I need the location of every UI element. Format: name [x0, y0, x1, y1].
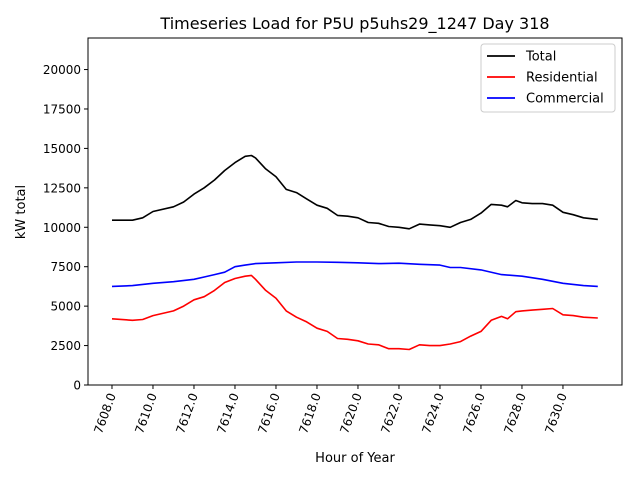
x-tick-label: 7616.0: [255, 391, 283, 435]
x-tick-label: 7624.0: [419, 391, 447, 435]
y-tick-label: 15000: [43, 142, 81, 156]
y-tick-label: 0: [73, 379, 81, 393]
y-tick-label: 10000: [43, 221, 81, 235]
x-tick-label: 7612.0: [173, 391, 201, 435]
axes-frame: [87, 37, 623, 386]
y-tick-label: 7500: [50, 260, 81, 274]
y-tick-label: 17500: [43, 102, 81, 116]
y-axis-label: kW total: [14, 185, 29, 239]
y-tick-label: 5000: [50, 300, 81, 314]
x-tick-label: 7628.0: [501, 391, 529, 435]
y-tick-label: 20000: [43, 63, 81, 77]
x-axis: 7608.0 7610.0 7612.0 7614.0 7616.0 7618.0 7620…: [91, 385, 570, 435]
x-tick-label: 7622.0: [378, 391, 406, 435]
legend-label-total: Total: [525, 50, 556, 65]
x-tick-label: 7630.0: [542, 391, 570, 435]
x-tick-label: 7626.0: [460, 391, 488, 435]
x-tick-label: 7608.0: [91, 391, 119, 435]
legend-label-residential: Residential: [526, 71, 598, 86]
x-tick-label: 7614.0: [214, 391, 242, 435]
x-tick-label: 7618.0: [296, 391, 324, 435]
series-line-commercial: [111, 261, 598, 288]
x-axis-label: Hour of Year: [315, 451, 395, 466]
chart-title: Timeseries Load for P5U p5uhs29_1247 Day…: [159, 14, 549, 34]
series-line-total: [112, 154, 598, 230]
x-tick-label: 7610.0: [132, 391, 160, 435]
x-tick-label: 7620.0: [337, 391, 365, 435]
y-axis: 0 2500 5000 7500 10000 12500 15000 17500 20000: [43, 63, 88, 393]
legend: Total Residential Commercial: [480, 43, 616, 113]
legend-label-commercial: Commercial: [526, 92, 604, 107]
legend-box: [480, 43, 616, 113]
y-tick-label: 12500: [43, 181, 81, 195]
y-tick-label: 2500: [50, 339, 81, 353]
series-line-residential: [111, 274, 598, 351]
plot-area: [111, 154, 598, 351]
